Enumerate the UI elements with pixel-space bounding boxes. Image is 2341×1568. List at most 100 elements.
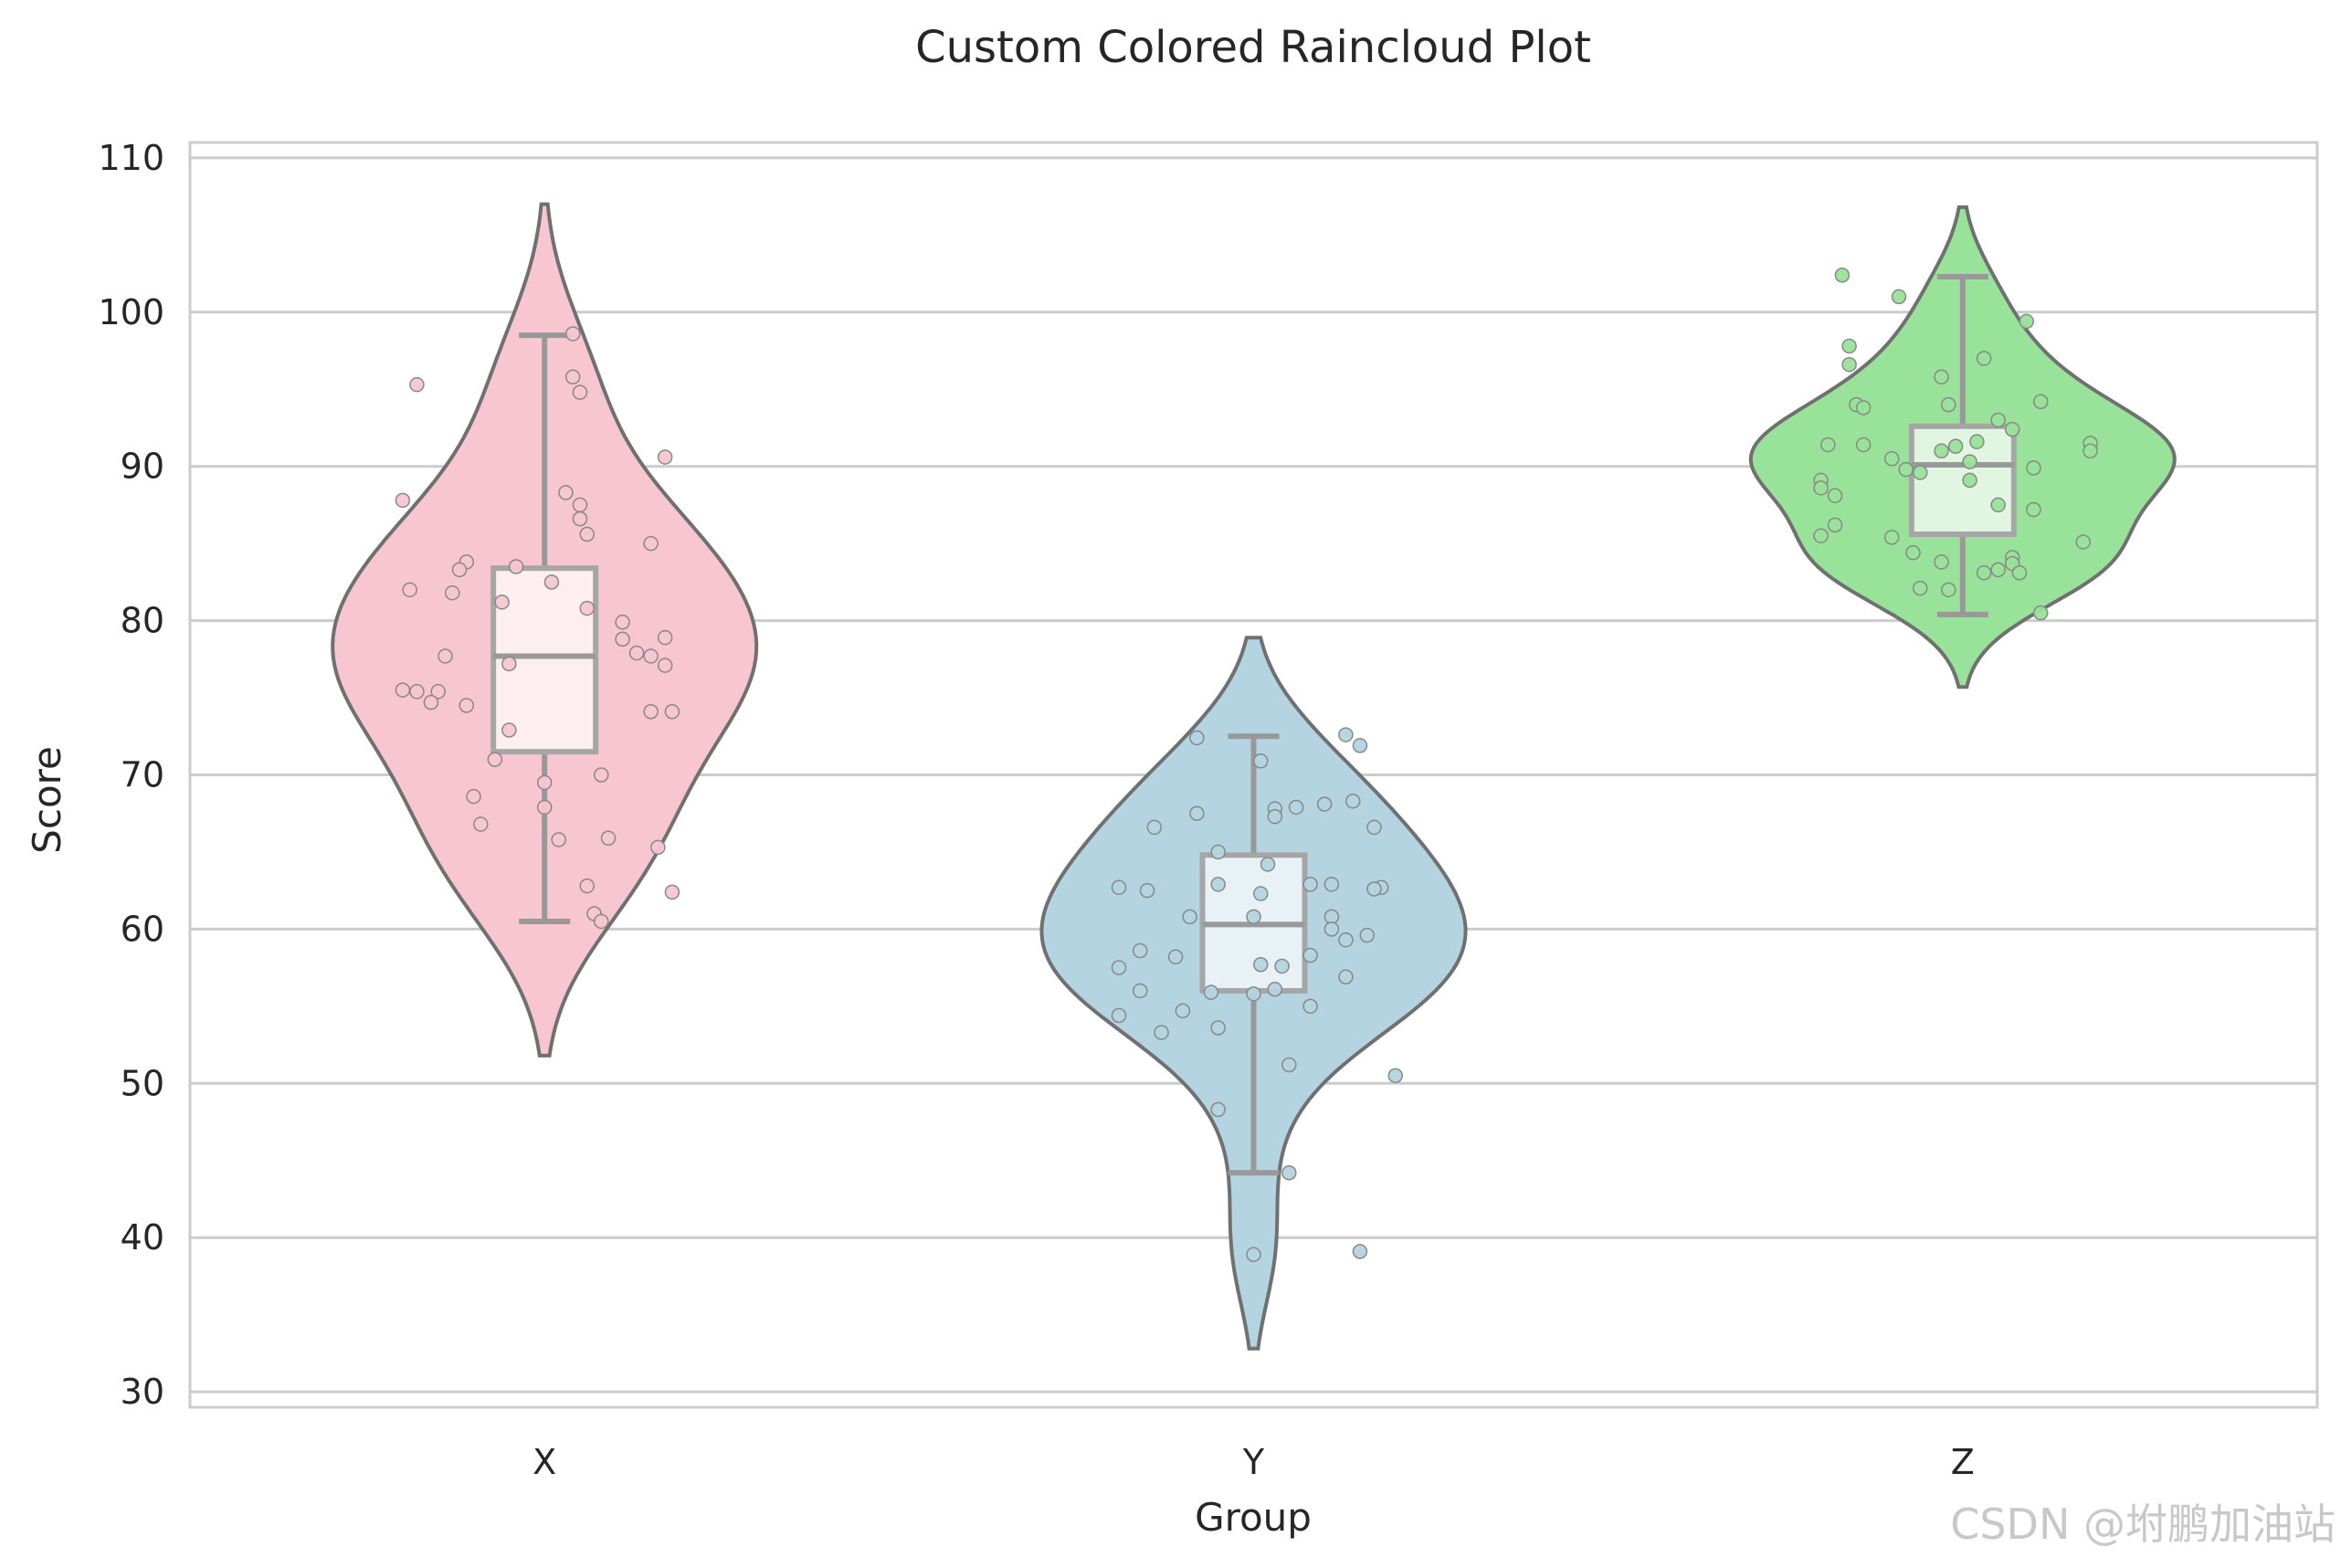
point-Y-48 — [1246, 1247, 1261, 1263]
point-Y-1 — [1338, 727, 1354, 742]
point-Y-16 — [1210, 877, 1226, 892]
point-X-47 — [594, 913, 609, 930]
point-X-13 — [508, 559, 524, 574]
data-points — [395, 268, 2098, 1263]
x-axis-label: Group — [1195, 1495, 1312, 1540]
point-Z-4 — [1976, 351, 1992, 366]
point-Z-19 — [2083, 443, 2098, 459]
point-Y-18 — [1323, 877, 1340, 892]
point-X-26 — [657, 658, 673, 673]
x-tick-Z: Z — [1951, 1442, 1975, 1482]
point-Y-31 — [1253, 957, 1269, 973]
point-Y-22 — [1182, 909, 1197, 925]
point-Z-11 — [1990, 412, 2006, 428]
point-Z-21 — [1962, 454, 1977, 469]
point-Y-4 — [1189, 805, 1205, 821]
point-X-3 — [572, 384, 588, 400]
point-X-12 — [451, 562, 468, 578]
point-X-45 — [664, 884, 680, 900]
point-X-0 — [409, 376, 425, 393]
point-Z-31 — [1827, 517, 1843, 533]
point-X-9 — [579, 526, 595, 542]
point-X-35 — [487, 752, 503, 767]
point-Y-2 — [1352, 738, 1368, 753]
point-X-44 — [579, 878, 595, 894]
point-X-23 — [643, 648, 659, 664]
point-X-7 — [572, 497, 588, 513]
point-X-38 — [466, 788, 481, 805]
point-Z-15 — [1855, 437, 1872, 453]
point-Y-36 — [1246, 986, 1261, 1002]
point-X-43 — [650, 839, 666, 856]
x-tick-Y: Y — [1242, 1442, 1265, 1482]
point-Y-40 — [1175, 1003, 1191, 1019]
point-X-4 — [657, 449, 673, 465]
x-tick-X: X — [533, 1442, 556, 1482]
watermark: CSDN @坿鹏加油站 — [1950, 1500, 2336, 1549]
point-Y-45 — [1387, 1068, 1404, 1084]
point-X-41 — [600, 830, 617, 846]
point-X-16 — [444, 584, 460, 601]
y-tick-70: 70 — [121, 755, 164, 795]
y-tick-90: 90 — [121, 447, 164, 487]
point-Y-24 — [1323, 909, 1340, 925]
point-X-20 — [615, 631, 630, 647]
point-X-1 — [564, 326, 581, 342]
point-X-2 — [564, 369, 581, 384]
point-Y-6 — [1288, 799, 1304, 816]
point-Z-28 — [1827, 488, 1843, 504]
point-X-24 — [438, 648, 453, 664]
point-Z-2 — [2019, 313, 2034, 330]
point-Y-47 — [1281, 1165, 1297, 1181]
x-tick-labels: X Y Z — [533, 1442, 1975, 1482]
point-Y-26 — [1359, 927, 1375, 943]
point-Z-16 — [1947, 438, 1964, 454]
point-X-33 — [664, 704, 680, 720]
point-Z-1 — [1891, 289, 1907, 305]
point-Y-25 — [1323, 921, 1340, 937]
point-Z-5 — [1841, 356, 1857, 373]
point-X-18 — [579, 600, 595, 616]
point-Z-34 — [2075, 534, 2092, 550]
point-Y-39 — [1302, 998, 1318, 1015]
point-X-29 — [430, 684, 446, 700]
point-Y-7 — [1316, 796, 1333, 812]
point-Z-0 — [1834, 268, 1851, 283]
point-Y-34 — [1133, 983, 1148, 999]
y-tick-100: 100 — [98, 292, 164, 332]
point-Y-49 — [1352, 1244, 1368, 1259]
point-Z-44 — [2032, 605, 2049, 621]
point-Z-37 — [1934, 554, 1949, 570]
point-X-14 — [543, 574, 560, 590]
point-Y-41 — [1111, 1007, 1127, 1024]
point-Y-12 — [1210, 844, 1226, 860]
point-Y-43 — [1154, 1025, 1169, 1040]
point-X-21 — [657, 629, 673, 646]
point-Z-20 — [1883, 451, 1900, 467]
point-Z-17 — [1934, 443, 1949, 459]
chart-title: Custom Colored Raincloud Plot — [915, 22, 1591, 73]
point-X-10 — [643, 535, 659, 552]
point-X-40 — [473, 816, 489, 832]
point-Y-23 — [1246, 909, 1261, 925]
y-tick-50: 50 — [121, 1063, 164, 1103]
y-axis-label: Score — [25, 746, 69, 854]
point-Z-22 — [1898, 461, 1914, 478]
y-tick-40: 40 — [121, 1217, 164, 1258]
point-Y-9 — [1366, 819, 1382, 836]
point-Z-13 — [1969, 434, 1985, 449]
point-X-15 — [402, 582, 417, 598]
point-Y-20 — [1366, 881, 1382, 897]
point-Y-17 — [1302, 877, 1318, 892]
point-Z-29 — [1990, 497, 2006, 513]
point-Z-3 — [1841, 338, 1857, 354]
point-X-32 — [643, 704, 659, 720]
point-Z-24 — [2026, 460, 2041, 476]
point-Z-43 — [1941, 582, 1956, 598]
point-X-27 — [395, 682, 411, 698]
point-Y-14 — [1139, 882, 1155, 899]
point-Y-29 — [1167, 949, 1184, 965]
point-Z-12 — [2004, 421, 2020, 437]
y-tick-30: 30 — [121, 1372, 164, 1412]
point-Y-27 — [1338, 931, 1354, 948]
